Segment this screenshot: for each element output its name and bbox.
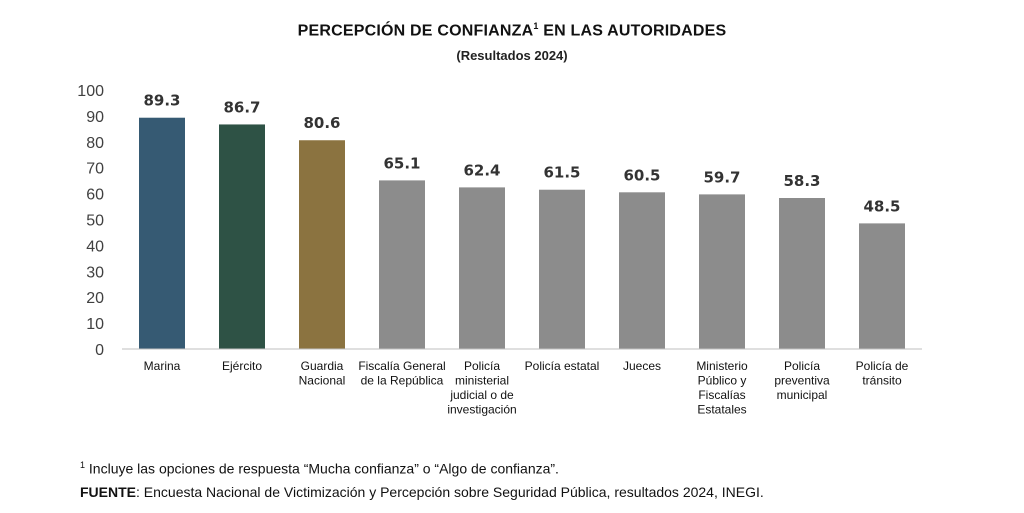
category-label: Policía preventiva municipal bbox=[774, 359, 830, 402]
bar bbox=[379, 180, 425, 349]
category-label-line: Marina bbox=[144, 359, 181, 373]
category-label: Policía ministerial judicial o de investiga… bbox=[447, 359, 516, 417]
category-label-line: investigación bbox=[447, 403, 516, 417]
bar bbox=[459, 187, 505, 349]
chart-title-suffix: EN LAS AUTORIDADES bbox=[538, 22, 727, 40]
bar bbox=[779, 198, 825, 349]
category-label: Marina bbox=[144, 359, 181, 373]
category-label: Ministerio Público y Fiscalías Estatales bbox=[696, 359, 748, 417]
category-label-line: de la República bbox=[361, 374, 444, 388]
category-label-line: municipal bbox=[777, 388, 828, 402]
bar bbox=[859, 223, 905, 349]
category-labels-group: Marina Ejército Guardia Nacional Fiscalía Ge… bbox=[144, 359, 909, 417]
category-label: Ejército bbox=[222, 359, 262, 373]
data-label: 61.5 bbox=[543, 164, 580, 182]
bar bbox=[219, 124, 265, 350]
category-label-line: Público y bbox=[698, 374, 747, 388]
y-tick-label: 20 bbox=[86, 290, 104, 307]
data-label: 59.7 bbox=[703, 168, 740, 186]
bar bbox=[619, 192, 665, 349]
bar bbox=[139, 117, 185, 349]
data-label: 48.5 bbox=[863, 197, 900, 215]
y-tick-label: 0 bbox=[95, 342, 104, 359]
source-note: FUENTE: Encuesta Nacional de Victimizaci… bbox=[80, 484, 764, 500]
category-label-line: preventiva bbox=[774, 374, 830, 388]
chart-subtitle: (Resultados 2024) bbox=[456, 48, 568, 63]
category-label-line: Fiscalías bbox=[698, 388, 745, 402]
category-label: Fiscalía General de la República bbox=[358, 359, 445, 388]
category-label-line: Jueces bbox=[623, 359, 661, 373]
title-footnote-marker: 1 bbox=[533, 21, 539, 31]
category-label-line: Policía bbox=[464, 359, 500, 373]
footnote-marker: 1 bbox=[80, 460, 86, 470]
data-label: 86.7 bbox=[223, 98, 260, 116]
footnote: 1 Incluye las opciones de respuesta “Muc… bbox=[80, 460, 559, 477]
category-label-line: Fiscalía General bbox=[358, 359, 445, 373]
category-label-line: Policía estatal bbox=[525, 359, 600, 373]
y-tick-label: 30 bbox=[86, 264, 104, 281]
category-label: Policía de tránsito bbox=[856, 359, 909, 388]
category-label-line: judicial o de bbox=[449, 388, 514, 402]
y-tick-label: 60 bbox=[86, 187, 104, 204]
bar-chart: 0 10 20 30 40 50 60 70 80 90 100 89.3 86.7 80.6 65.1 6… bbox=[77, 83, 922, 417]
data-label: 65.1 bbox=[383, 154, 420, 172]
data-label: 89.3 bbox=[143, 92, 180, 110]
y-tick-label: 90 bbox=[86, 109, 104, 126]
data-label: 60.5 bbox=[623, 166, 660, 184]
y-tick-label: 80 bbox=[86, 135, 104, 152]
category-label: Policía estatal bbox=[525, 359, 600, 373]
data-label: 80.6 bbox=[303, 114, 340, 132]
category-label-line: Policía de bbox=[856, 359, 909, 373]
data-label: 58.3 bbox=[783, 172, 820, 190]
y-tick-label: 40 bbox=[86, 238, 104, 255]
category-label-line: Guardia bbox=[301, 359, 344, 373]
y-tick-label: 50 bbox=[86, 213, 104, 230]
category-label: Guardia Nacional bbox=[299, 359, 346, 388]
y-axis: 0 10 20 30 40 50 60 70 80 90 100 bbox=[77, 83, 104, 359]
chart-title: PERCEPCIÓN DE CONFIANZA1 EN LAS AUTORIDA… bbox=[0, 21, 1024, 40]
bar bbox=[299, 140, 345, 349]
source-label: FUENTE bbox=[80, 484, 136, 500]
bars-group bbox=[139, 117, 905, 350]
category-label-line: tránsito bbox=[862, 374, 902, 388]
data-label: 62.4 bbox=[463, 161, 500, 179]
footnote-text: Incluye las opciones de respuesta “Mucha… bbox=[85, 460, 559, 477]
bar bbox=[539, 189, 585, 349]
category-label-line: ministerial bbox=[455, 374, 509, 388]
category-label-line: Ejército bbox=[222, 359, 262, 373]
category-label-line: Estatales bbox=[697, 403, 746, 417]
value-labels-group: 89.3 86.7 80.6 65.1 62.4 61.5 60.5 59.7 58.3 48.5 bbox=[143, 92, 900, 216]
category-label-line: Nacional bbox=[299, 374, 346, 388]
category-label-line: Ministerio bbox=[696, 359, 748, 373]
source-text: : Encuesta Nacional de Victimización y P… bbox=[136, 484, 764, 500]
y-tick-label: 10 bbox=[86, 316, 104, 333]
y-tick-label: 70 bbox=[86, 161, 104, 178]
chart-title-text: PERCEPCIÓN DE CONFIANZA bbox=[297, 22, 534, 40]
category-label-line: Policía bbox=[784, 359, 820, 373]
bar bbox=[699, 194, 745, 349]
y-tick-label: 100 bbox=[77, 83, 104, 100]
category-label: Jueces bbox=[623, 359, 661, 373]
